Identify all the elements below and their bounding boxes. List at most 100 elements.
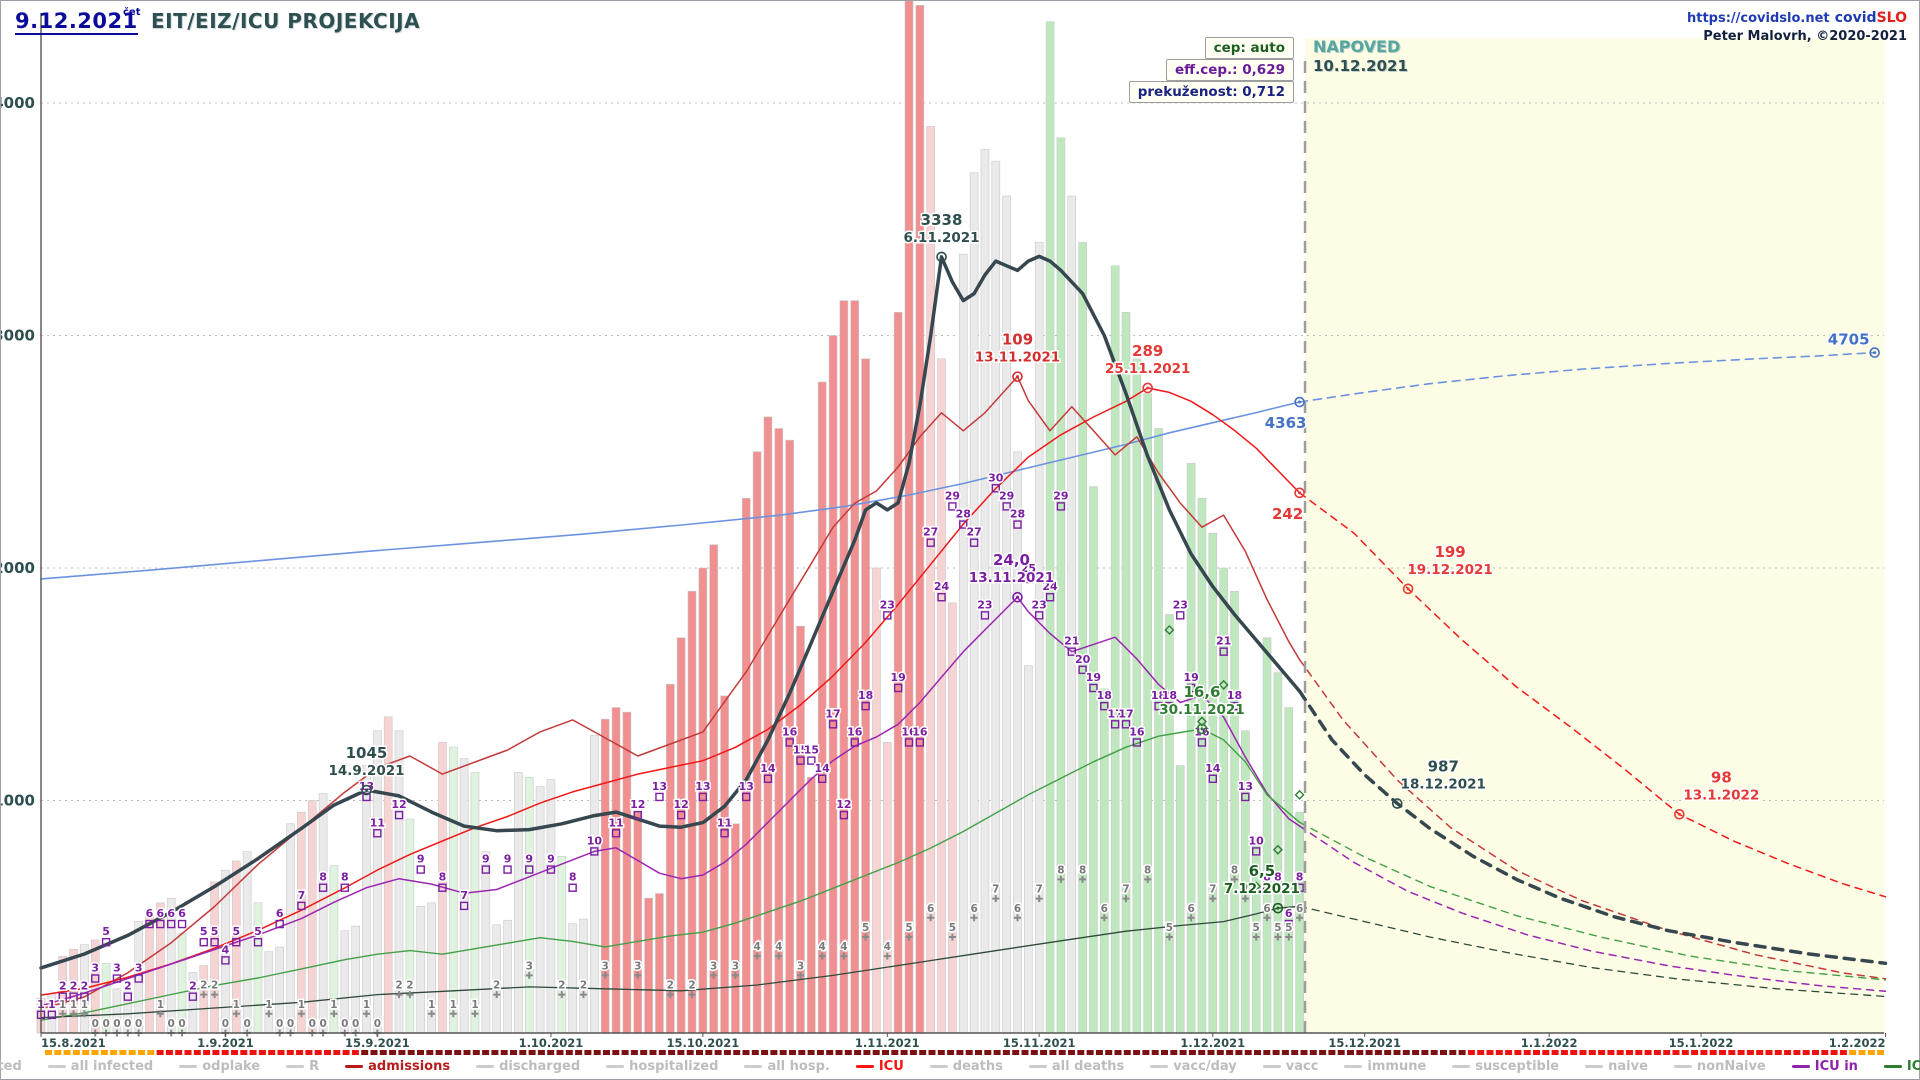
svg-text:2: 2 (667, 980, 674, 992)
legend-item-all-hosp[interactable]: all hosp. (744, 1058, 830, 1074)
site-url-link[interactable]: https://covidslo.net (1686, 11, 1830, 26)
svg-text:18: 18 (1227, 689, 1242, 702)
legend-item-all-infected[interactable]: all infected (47, 1059, 153, 1074)
brand-covid: covid (1834, 10, 1877, 26)
svg-text:7: 7 (298, 889, 306, 902)
svg-text:6,5: 6,5 (1249, 862, 1276, 880)
param-eff-cep[interactable]: eff.cep.: 0,629 (1166, 59, 1294, 81)
svg-text:8: 8 (1274, 871, 1282, 884)
param-cep[interactable]: cep: auto (1204, 37, 1294, 59)
svg-text:289: 289 (1132, 342, 1163, 360)
svg-text:10: 10 (587, 834, 603, 847)
svg-text:1.11.2021: 1.11.2021 (855, 1036, 920, 1050)
svg-text:8: 8 (569, 871, 577, 884)
svg-text:1: 1 (81, 999, 88, 1011)
legend-item-vacc-day[interactable]: vacc/day (1150, 1059, 1237, 1074)
legend-item-label: nonNaive (1696, 1058, 1766, 1074)
svg-text:6: 6 (1263, 903, 1270, 915)
svg-text:5: 5 (254, 925, 262, 938)
legend-item-label: R (309, 1058, 320, 1074)
svg-text:13.11.2021: 13.11.2021 (975, 350, 1060, 366)
legend-item-icu-in[interactable]: ICU in (1791, 1059, 1858, 1074)
svg-text:21: 21 (1216, 635, 1231, 648)
svg-text:1.9.2021: 1.9.2021 (197, 1036, 254, 1050)
svg-text:14: 14 (815, 762, 831, 775)
svg-text:1: 1 (70, 999, 77, 1011)
svg-text:3: 3 (602, 960, 609, 972)
svg-text:19: 19 (890, 671, 905, 684)
svg-text:23: 23 (1032, 598, 1047, 611)
legend-item-odplake[interactable]: odplake (179, 1059, 260, 1074)
legend-item-susceptible[interactable]: susceptible (1452, 1059, 1559, 1074)
legend-item-hospitalized[interactable]: hospitalized (606, 1059, 718, 1074)
svg-text:18: 18 (1097, 689, 1112, 702)
svg-text:8: 8 (1296, 871, 1304, 884)
legend-item-nonnaive[interactable]: nonNaive (1673, 1058, 1766, 1074)
svg-text:1: 1 (157, 999, 164, 1011)
svg-text:6: 6 (276, 907, 284, 920)
legend-item-deaths[interactable]: deaths (929, 1059, 1003, 1074)
svg-text:3: 3 (113, 962, 121, 975)
legend-item-r[interactable]: R (286, 1059, 319, 1074)
svg-text:0: 0 (243, 1018, 250, 1030)
legend-item-discharged[interactable]: discharged (476, 1059, 580, 1074)
report-weekday: čet (123, 7, 141, 18)
svg-text:4000: 4000 (1, 94, 35, 112)
header-right: https://covidslo.net covidSLO Peter Malo… (1687, 6, 1907, 45)
svg-text:7: 7 (1122, 884, 1129, 896)
svg-text:3: 3 (732, 960, 739, 972)
svg-text:11: 11 (717, 816, 732, 829)
svg-text:15: 15 (793, 744, 808, 757)
series-dash-icon (1883, 1064, 1902, 1068)
svg-text:15.9.2021: 15.9.2021 (345, 1036, 410, 1050)
svg-text:5: 5 (102, 925, 110, 938)
svg-text:29: 29 (945, 489, 960, 502)
svg-text:0: 0 (341, 1018, 348, 1030)
legend-bar: casesavg.casesinfectedall infectedodplak… (0, 1055, 1920, 1077)
svg-text:28: 28 (956, 508, 971, 521)
legend-item-label: odplake (202, 1058, 261, 1074)
svg-text:16: 16 (912, 725, 928, 738)
svg-text:16: 16 (1129, 725, 1145, 738)
svg-text:18: 18 (1162, 689, 1177, 702)
legend-item-all-deaths[interactable]: all deaths (1028, 1059, 1124, 1074)
svg-text:3: 3 (91, 962, 99, 975)
svg-text:4705: 4705 (1828, 331, 1870, 349)
legend-item-admissions[interactable]: admissions (345, 1059, 450, 1074)
svg-text:6: 6 (146, 907, 154, 920)
svg-text:3: 3 (526, 960, 533, 972)
svg-text:2: 2 (580, 980, 587, 992)
svg-text:8: 8 (439, 871, 447, 884)
svg-text:13: 13 (739, 780, 754, 793)
svg-text:6: 6 (1187, 903, 1194, 915)
legend-item-label: hospitalized (629, 1058, 719, 1074)
legend-item-label: all hosp. (767, 1058, 830, 1074)
series-dash-icon (1262, 1064, 1281, 1068)
svg-text:4: 4 (840, 941, 847, 953)
svg-text:17: 17 (825, 707, 840, 720)
svg-text:18.12.2021: 18.12.2021 (1401, 777, 1486, 793)
svg-text:2: 2 (395, 980, 402, 992)
series-dash-icon (47, 1064, 66, 1068)
svg-text:3: 3 (634, 960, 641, 972)
legend-item-icu-out[interactable]: ICU out (1883, 1059, 1920, 1074)
svg-text:30.11.2021: 30.11.2021 (1159, 702, 1244, 718)
svg-text:1: 1 (59, 999, 66, 1011)
legend-item-icu[interactable]: ICU (855, 1059, 904, 1074)
svg-text:4: 4 (775, 941, 782, 953)
legend-item-immune[interactable]: immune (1344, 1059, 1426, 1074)
legend-item-infected[interactable]: infected (0, 1059, 22, 1074)
series-dash-icon (1452, 1064, 1471, 1068)
svg-text:3338: 3338 (921, 211, 963, 229)
legend-item-naive[interactable]: naive (1585, 1059, 1648, 1074)
svg-text:8: 8 (341, 871, 349, 884)
svg-text:1: 1 (471, 999, 478, 1011)
svg-text:0: 0 (113, 1018, 120, 1030)
param-prekuzenost[interactable]: prekuženost: 0,712 (1128, 81, 1294, 103)
legend-item-label: susceptible (1475, 1058, 1560, 1074)
legend-item-vacc[interactable]: vacc (1262, 1059, 1318, 1074)
svg-text:23: 23 (1173, 598, 1188, 611)
svg-text:987: 987 (1428, 758, 1459, 776)
series-dash-icon (345, 1064, 364, 1068)
